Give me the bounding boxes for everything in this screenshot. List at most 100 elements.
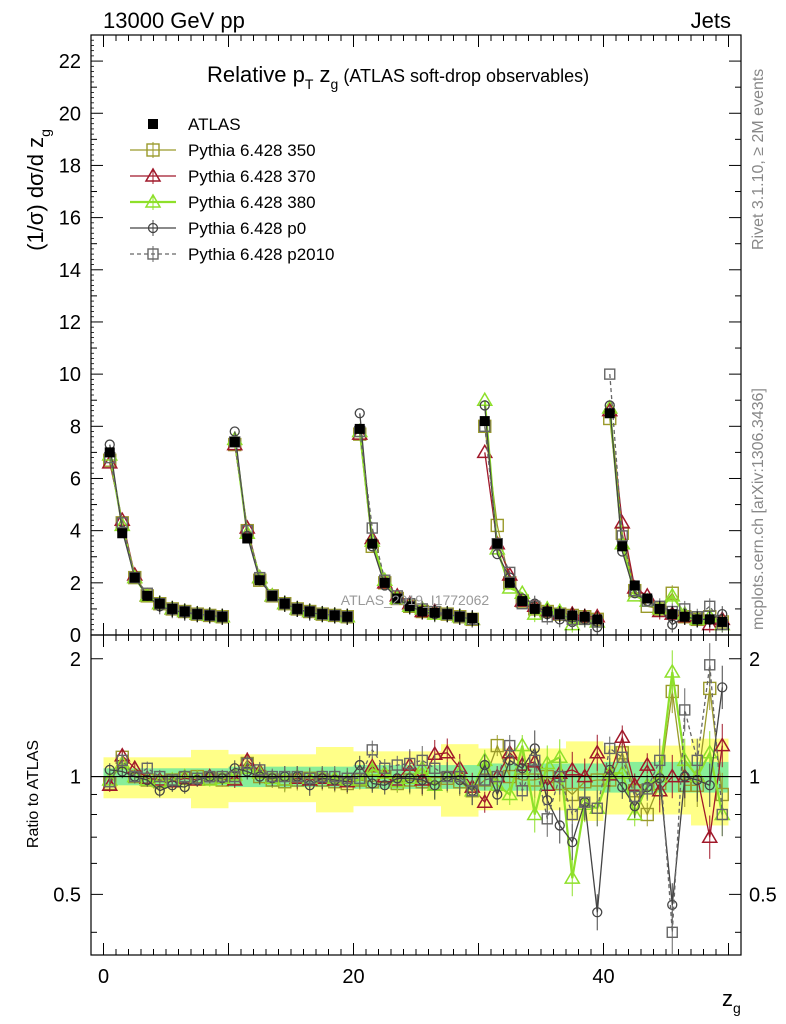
series-line	[484, 426, 598, 620]
ratio-point	[663, 663, 681, 678]
ratio-point	[526, 806, 544, 821]
data-point	[104, 447, 115, 458]
ratio-point	[142, 774, 153, 786]
series-line	[109, 457, 223, 618]
legend-label: Pythia 6.428 p0	[188, 219, 306, 238]
data-point	[467, 613, 478, 624]
main-ylabel-text: (1/σ) dσ/d z	[23, 137, 48, 251]
xtick-label: 20	[342, 966, 364, 988]
ratio-point	[701, 828, 719, 843]
data-point	[629, 580, 640, 591]
ratio-point	[566, 808, 578, 821]
ratio-point	[417, 774, 428, 786]
data-point	[366, 522, 378, 534]
main-ytick-label: 4	[70, 521, 81, 543]
ratio-point	[241, 757, 253, 770]
ratio-point	[416, 754, 428, 767]
ratio-point	[613, 728, 631, 744]
ratio-point	[604, 742, 616, 755]
data-point	[704, 600, 716, 613]
ratio-point	[667, 899, 678, 911]
ratio-point	[638, 756, 656, 771]
legend-label: ATLAS	[188, 115, 241, 134]
ratio-ytick-label-right: 0.5	[749, 884, 777, 906]
mcplots-note: mcplots.cern.ch [arXiv:1306.3436]	[750, 388, 767, 630]
data-point	[529, 603, 540, 614]
series-line	[234, 441, 348, 618]
series-line	[484, 426, 598, 623]
main-ytick-label: 22	[59, 51, 81, 73]
data-point	[479, 400, 490, 411]
data-point	[101, 454, 119, 469]
ratio-point	[166, 774, 178, 786]
data-point	[179, 606, 190, 617]
main-ylabel-sub: g	[37, 129, 53, 137]
main-ytick-label: 10	[59, 364, 81, 386]
ratio-point	[563, 761, 581, 776]
ratio-point	[663, 768, 681, 783]
data-point	[692, 614, 703, 625]
ratio-point	[429, 762, 441, 774]
main-ytick-label: 8	[70, 416, 81, 438]
data-point	[454, 611, 465, 622]
ratio-point	[404, 757, 416, 770]
ratio-point	[141, 762, 153, 774]
ratio-point	[592, 907, 603, 918]
ratio-point	[579, 796, 591, 808]
ratio-point	[191, 772, 203, 784]
ratio-point	[679, 704, 691, 716]
ratio-ylabel: Ratio to ATLAS	[25, 740, 42, 848]
data-point	[429, 607, 440, 618]
ratio-point	[529, 754, 541, 767]
ratio-point	[476, 793, 494, 808]
data-point	[490, 518, 504, 533]
data-point	[667, 609, 678, 620]
main-ytick-label: 18	[59, 155, 81, 177]
ratio-point	[717, 682, 728, 693]
series-line	[609, 405, 723, 626]
data-point	[379, 577, 390, 588]
rivet-note: Rivet 3.1.10, ≥ 2M events	[750, 69, 767, 250]
data-point	[229, 436, 240, 447]
data-point	[267, 590, 278, 601]
ratio-point	[154, 785, 165, 796]
data-point	[392, 593, 403, 604]
data-point	[354, 423, 365, 434]
ratio-point	[626, 806, 644, 821]
data-point	[654, 603, 665, 614]
series-line	[609, 374, 723, 625]
ratio-point	[254, 764, 266, 776]
data-point	[604, 368, 616, 380]
plot-title: Relative pT zg (ATLAS soft-drop observab…	[207, 62, 589, 92]
data-point	[517, 596, 528, 607]
ratio-point	[576, 768, 594, 783]
main-ylabel: (1/σ) dσ/d zg	[23, 129, 53, 251]
data-point	[717, 616, 728, 627]
data-point	[304, 606, 315, 617]
series-line	[359, 431, 473, 620]
data-point	[704, 614, 715, 625]
ratio-point	[504, 739, 516, 752]
series-0	[104, 408, 728, 630]
main-ytick-label: 20	[59, 103, 81, 125]
xaxis-label: zg	[722, 986, 741, 1016]
ratio-point	[513, 737, 531, 752]
data-point	[504, 577, 515, 588]
ratio-point	[713, 737, 731, 752]
ratio-point	[354, 772, 366, 784]
data-point	[342, 611, 353, 622]
ratio-point	[366, 744, 378, 756]
data-point	[479, 416, 490, 427]
main-ytick-label: 14	[59, 260, 81, 282]
ratio-point	[466, 785, 478, 797]
ratio-point	[379, 762, 391, 774]
ratio-point	[341, 772, 353, 784]
title-sub2: g	[331, 76, 339, 92]
data-point	[129, 572, 140, 583]
data-point	[354, 408, 365, 419]
data-point	[192, 609, 203, 620]
data-point	[279, 598, 290, 609]
series-line	[608, 407, 723, 626]
ratio-point	[492, 789, 503, 800]
